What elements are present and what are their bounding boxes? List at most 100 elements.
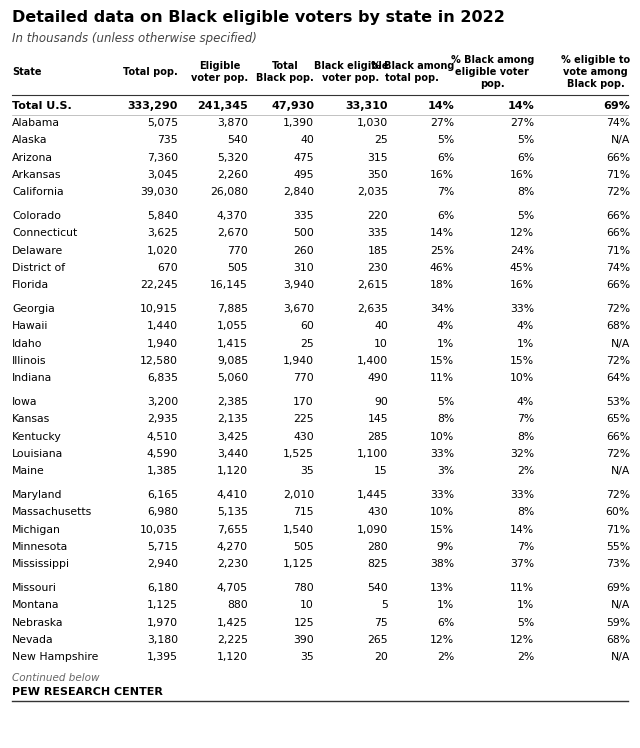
Text: 4,510: 4,510 xyxy=(147,432,178,441)
Text: 230: 230 xyxy=(367,263,388,273)
Text: 241,345: 241,345 xyxy=(197,101,248,111)
Text: 34%: 34% xyxy=(430,304,454,314)
Text: 20: 20 xyxy=(374,652,388,662)
Text: 1,415: 1,415 xyxy=(217,339,248,349)
Text: 170: 170 xyxy=(293,397,314,407)
Text: 55%: 55% xyxy=(606,542,630,552)
Text: N/A: N/A xyxy=(611,601,630,610)
Text: 9%: 9% xyxy=(436,542,454,552)
Text: 1,120: 1,120 xyxy=(217,652,248,662)
Text: 65%: 65% xyxy=(606,414,630,424)
Text: 60: 60 xyxy=(300,322,314,331)
Text: 5%: 5% xyxy=(436,135,454,145)
Text: 33%: 33% xyxy=(430,490,454,500)
Text: % Black among
total pop.: % Black among total pop. xyxy=(371,61,454,83)
Text: 4,590: 4,590 xyxy=(147,449,178,459)
Text: 25%: 25% xyxy=(430,245,454,256)
Text: Alaska: Alaska xyxy=(12,135,47,145)
Text: 1,525: 1,525 xyxy=(283,449,314,459)
Text: 6,180: 6,180 xyxy=(147,583,178,593)
Text: 8%: 8% xyxy=(436,414,454,424)
Text: 10,035: 10,035 xyxy=(140,524,178,535)
Text: 47,930: 47,930 xyxy=(271,101,314,111)
Text: Total U.S.: Total U.S. xyxy=(12,101,72,111)
Text: 6,835: 6,835 xyxy=(147,373,178,383)
Text: 4,705: 4,705 xyxy=(217,583,248,593)
Text: Maine: Maine xyxy=(12,466,45,476)
Text: 7,360: 7,360 xyxy=(147,153,178,162)
Text: 1,385: 1,385 xyxy=(147,466,178,476)
Text: 3,670: 3,670 xyxy=(283,304,314,314)
Text: 1%: 1% xyxy=(436,339,454,349)
Text: 45%: 45% xyxy=(510,263,534,273)
Text: 40: 40 xyxy=(300,135,314,145)
Text: 1,055: 1,055 xyxy=(217,322,248,331)
Text: 3,180: 3,180 xyxy=(147,635,178,645)
Text: N/A: N/A xyxy=(611,339,630,349)
Text: 1%: 1% xyxy=(516,601,534,610)
Text: Illinois: Illinois xyxy=(12,356,47,366)
Text: 37%: 37% xyxy=(510,559,534,569)
Text: 6%: 6% xyxy=(436,153,454,162)
Text: 46%: 46% xyxy=(430,263,454,273)
Text: 7%: 7% xyxy=(516,414,534,424)
Text: 490: 490 xyxy=(367,373,388,383)
Text: 5,840: 5,840 xyxy=(147,211,178,221)
Text: N/A: N/A xyxy=(611,466,630,476)
Text: 10,915: 10,915 xyxy=(140,304,178,314)
Text: 2,385: 2,385 xyxy=(217,397,248,407)
Text: 18%: 18% xyxy=(430,280,454,290)
Text: 71%: 71% xyxy=(606,245,630,256)
Text: 430: 430 xyxy=(367,507,388,518)
Text: 74%: 74% xyxy=(606,263,630,273)
Text: 4,270: 4,270 xyxy=(217,542,248,552)
Text: 540: 540 xyxy=(227,135,248,145)
Text: 66%: 66% xyxy=(606,228,630,239)
Text: 14%: 14% xyxy=(510,524,534,535)
Text: 3,425: 3,425 xyxy=(217,432,248,441)
Text: Alabama: Alabama xyxy=(12,118,60,128)
Text: New Hampshire: New Hampshire xyxy=(12,652,99,662)
Text: 22,245: 22,245 xyxy=(140,280,178,290)
Text: PEW RESEARCH CENTER: PEW RESEARCH CENTER xyxy=(12,687,163,696)
Text: 15%: 15% xyxy=(510,356,534,366)
Text: 505: 505 xyxy=(227,263,248,273)
Text: 11%: 11% xyxy=(430,373,454,383)
Text: 2,940: 2,940 xyxy=(147,559,178,569)
Text: 72%: 72% xyxy=(606,449,630,459)
Text: Eligible
voter pop.: Eligible voter pop. xyxy=(191,61,248,83)
Text: 2,010: 2,010 xyxy=(283,490,314,500)
Text: Kentucky: Kentucky xyxy=(12,432,61,441)
Text: 3,440: 3,440 xyxy=(217,449,248,459)
Text: 16%: 16% xyxy=(510,170,534,180)
Text: 14%: 14% xyxy=(430,228,454,239)
Text: Florida: Florida xyxy=(12,280,49,290)
Text: 265: 265 xyxy=(367,635,388,645)
Text: Connecticut: Connecticut xyxy=(12,228,77,239)
Text: 3,940: 3,940 xyxy=(283,280,314,290)
Text: 12%: 12% xyxy=(510,635,534,645)
Text: 1%: 1% xyxy=(516,339,534,349)
Text: 9,085: 9,085 xyxy=(217,356,248,366)
Text: Indiana: Indiana xyxy=(12,373,52,383)
Text: 33%: 33% xyxy=(430,449,454,459)
Text: 3,200: 3,200 xyxy=(147,397,178,407)
Text: 14%: 14% xyxy=(508,101,534,111)
Text: 2,840: 2,840 xyxy=(283,187,314,197)
Text: 1,020: 1,020 xyxy=(147,245,178,256)
Text: 8%: 8% xyxy=(516,432,534,441)
Text: 16%: 16% xyxy=(510,280,534,290)
Text: 715: 715 xyxy=(293,507,314,518)
Text: 26,080: 26,080 xyxy=(210,187,248,197)
Text: Continued below: Continued below xyxy=(12,672,99,683)
Text: 75: 75 xyxy=(374,618,388,628)
Text: 6,980: 6,980 xyxy=(147,507,178,518)
Text: 66%: 66% xyxy=(606,153,630,162)
Text: N/A: N/A xyxy=(611,652,630,662)
Text: 16%: 16% xyxy=(430,170,454,180)
Text: 38%: 38% xyxy=(430,559,454,569)
Text: 430: 430 xyxy=(293,432,314,441)
Text: 68%: 68% xyxy=(606,322,630,331)
Text: 1,940: 1,940 xyxy=(147,339,178,349)
Text: 2%: 2% xyxy=(516,466,534,476)
